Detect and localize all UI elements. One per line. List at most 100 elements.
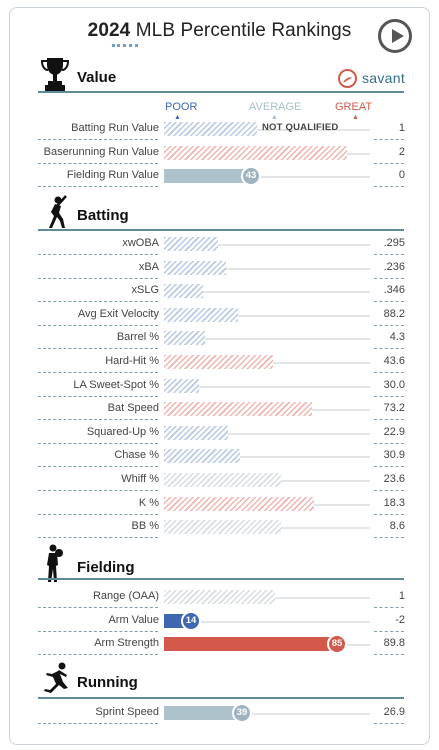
metric-label: Chase % (114, 449, 159, 462)
percentile-track (164, 129, 370, 131)
batter-icon (40, 195, 72, 234)
metric-row[interactable]: LA Sweet-Spot % 30.0 (0, 376, 439, 400)
section-title-batting: Batting (77, 207, 129, 224)
metric-value: 1 (398, 122, 405, 134)
metric-value: 1 (398, 590, 405, 602)
scale-great-label: GREAT (335, 101, 373, 113)
metric-row[interactable]: Hard-Hit % 43.6 (0, 352, 439, 376)
metric-label: Arm Strength (94, 637, 159, 650)
row-separator (374, 301, 404, 303)
metric-value: 89.8 (383, 637, 405, 650)
metric-label: Batting Run Value (71, 122, 159, 134)
percentile-badge: 14 (181, 610, 201, 631)
scale-poor-label: POOR (165, 101, 198, 113)
scale-average-label: AVERAGE (249, 101, 302, 113)
row-separator (38, 186, 158, 188)
section-title-fielding: Fielding (77, 559, 135, 576)
percentile-badge: 39 (232, 703, 252, 723)
row-separator (38, 254, 158, 255)
row-separator (374, 324, 404, 326)
metric-row[interactable]: BB % 8.6 (0, 517, 439, 541)
percentile-bar (164, 355, 273, 369)
section-divider (38, 91, 404, 93)
row-separator (38, 513, 158, 515)
percentile-bar (164, 637, 339, 652)
metric-value: 23.6 (383, 473, 405, 485)
row-separator (374, 162, 404, 164)
metric-row[interactable]: Range (OAA) 1 (0, 587, 439, 611)
metric-label: xwOBA (122, 237, 159, 249)
metric-label: K % (138, 496, 159, 509)
metric-row[interactable]: Baserunning Run Value 2 (0, 143, 439, 167)
metric-label: Fielding Run Value (66, 169, 159, 182)
metric-row[interactable]: Avg Exit Velocity 88.2 (0, 305, 439, 329)
row-separator (374, 186, 404, 188)
percentile-track (164, 620, 370, 623)
metric-row[interactable]: Whiff % 23.6 (0, 470, 439, 494)
up-arrow-icon: ▲ (174, 114, 181, 121)
row-separator (38, 348, 158, 350)
metric-value: 43.6 (383, 355, 405, 367)
percentile-bar (164, 284, 203, 299)
row-separator (38, 537, 158, 539)
metric-label: Hard-Hit % (105, 355, 159, 367)
percentile-bar (164, 402, 312, 417)
row-separator (374, 419, 404, 421)
metric-value: .236 (383, 260, 405, 273)
percentile-track (164, 291, 370, 294)
qualification-status: NOT QUALIFIED (262, 122, 339, 133)
scale-poor: POOR ▲ (165, 101, 198, 121)
percentile-bar (164, 496, 314, 511)
metric-row[interactable]: xSLG .346 (0, 281, 439, 305)
metric-value: -2 (395, 613, 405, 626)
percentile-bar (164, 706, 244, 720)
title-text: MLB Percentile Rankings (135, 20, 352, 41)
metric-label: Bat Speed (107, 402, 159, 415)
metric-label: xSLG (131, 284, 159, 297)
metric-row[interactable]: Bat Speed 73.2 (0, 399, 439, 423)
row-separator (374, 723, 404, 724)
baseball-icon (338, 69, 357, 88)
row-separator (38, 162, 158, 164)
section-divider (38, 578, 404, 580)
row-separator (374, 630, 404, 632)
row-separator (38, 324, 158, 326)
metric-row[interactable]: Fielding Run Value 43 0 (0, 166, 439, 190)
percentile-track (164, 338, 370, 341)
section-title-running: Running (77, 674, 138, 691)
metric-value: 0 (398, 169, 405, 182)
scale-average: AVERAGE ▲ (249, 101, 302, 121)
metric-value: 22.9 (383, 425, 405, 438)
metric-row[interactable]: Sprint Speed 39 26.9 (0, 703, 439, 727)
metric-row[interactable]: xwOBA .295 (0, 234, 439, 258)
metric-row[interactable]: Chase % 30.9 (0, 446, 439, 470)
scale-great: GREAT ▲ (335, 101, 373, 121)
percentile-track (164, 456, 370, 459)
metric-row[interactable]: K % 18.3 (0, 494, 439, 518)
row-separator (38, 630, 158, 632)
metric-value: 30.0 (383, 378, 405, 391)
metric-row[interactable]: Arm Strength 85 89.8 (0, 634, 439, 658)
metric-label: Whiff % (121, 473, 159, 485)
metric-row[interactable]: Barrel % 4.3 (0, 328, 439, 352)
percentile-track (164, 244, 370, 246)
metric-row[interactable]: Batting Run Value NOT QUALIFIED 1 (0, 119, 439, 143)
percentile-bar (164, 520, 281, 535)
metric-row[interactable]: Squared-Up % 22.9 (0, 423, 439, 447)
row-separator (374, 348, 404, 350)
play-button[interactable] (378, 19, 412, 53)
metric-row[interactable]: Arm Value 14 -2 (0, 610, 439, 635)
row-separator (38, 372, 158, 373)
metric-value: 26.9 (383, 706, 405, 718)
row-separator (374, 254, 404, 255)
row-separator (38, 139, 158, 140)
metric-value: 8.6 (389, 520, 405, 533)
metric-row[interactable]: xBA .236 (0, 258, 439, 282)
percentile-track (164, 713, 370, 715)
row-separator (38, 607, 158, 608)
percentile-track (164, 385, 370, 388)
metric-value: 4.3 (389, 331, 405, 344)
percentile-bar (164, 237, 218, 251)
up-arrow-icon: ▲ (352, 114, 359, 121)
metric-label: Squared-Up % (86, 425, 159, 438)
